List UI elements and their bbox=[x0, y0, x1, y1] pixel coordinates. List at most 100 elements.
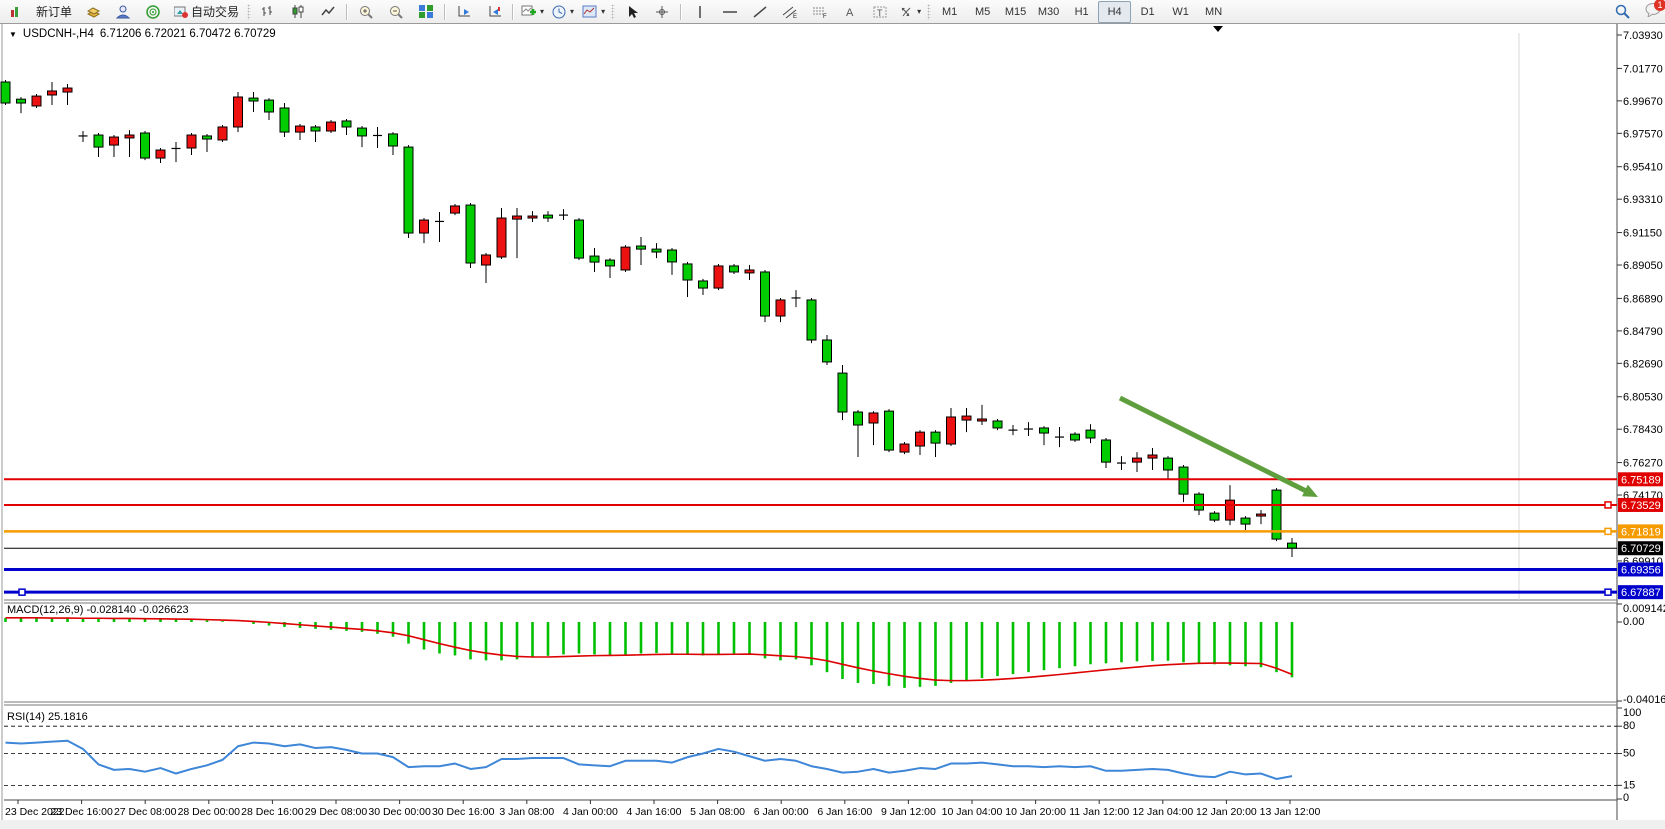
templates-button[interactable]: ▾ bbox=[578, 1, 609, 23]
signals-button[interactable] bbox=[138, 1, 168, 23]
auto-trading-button[interactable]: 自动交易 bbox=[168, 1, 245, 23]
candle-body bbox=[481, 254, 491, 266]
tile-windows-button[interactable] bbox=[411, 1, 441, 23]
crosshair-button[interactable] bbox=[647, 1, 677, 23]
trend-arrow[interactable] bbox=[1118, 395, 1318, 497]
candle-body bbox=[574, 219, 584, 259]
shift-marker-icon[interactable] bbox=[1213, 26, 1223, 32]
line-handle[interactable] bbox=[1604, 588, 1612, 596]
macd-pane[interactable] bbox=[4, 617, 1294, 688]
line-chart-mode-button[interactable] bbox=[313, 1, 343, 23]
macd-signal-line bbox=[5, 617, 1293, 682]
new-chart-icon bbox=[521, 5, 537, 16]
candle-body bbox=[16, 98, 26, 104]
time-tick-label: 28 Dec 16:00 bbox=[241, 806, 304, 818]
new-order-button[interactable]: 新订单 bbox=[30, 1, 78, 23]
channel-icon: E bbox=[782, 6, 797, 19]
horizontal-line-button[interactable] bbox=[715, 1, 745, 23]
candles[interactable] bbox=[0, 79, 1297, 558]
time-tick-label: 11 Jan 12:00 bbox=[1069, 806, 1129, 818]
text-button[interactable]: A bbox=[835, 1, 865, 23]
candle-body bbox=[744, 269, 755, 274]
svg-text:F: F bbox=[823, 14, 827, 19]
periods-button[interactable]: ▾ bbox=[548, 1, 578, 23]
chart-canvas[interactable]: 7.03930 7.01770 6.99670 6.97570 6.95410 6.933… bbox=[0, 24, 1665, 829]
rsi-tick-label: 100 bbox=[1623, 707, 1641, 719]
candle-body bbox=[419, 219, 429, 234]
candle-body bbox=[155, 149, 166, 159]
price-lines[interactable]: 6.75189 6.73529 6.71819 6.70729 6.69356 6.678… bbox=[4, 472, 1663, 600]
chevron-down-icon: ▾ bbox=[570, 7, 575, 16]
toolbar-drag-handle[interactable] bbox=[247, 3, 252, 20]
candle-body bbox=[1271, 489, 1282, 540]
time-tick-label: 6 Jan 00:00 bbox=[754, 806, 809, 818]
gold-stack-icon bbox=[86, 7, 100, 18]
auto-scroll-button[interactable] bbox=[449, 1, 479, 23]
bar-chart-mode-button[interactable] bbox=[253, 1, 283, 23]
candle-body bbox=[977, 418, 987, 422]
timeframe-button-h4[interactable]: H4 bbox=[1098, 0, 1132, 23]
candlestick-mode-button[interactable] bbox=[283, 1, 313, 23]
cursor-button[interactable] bbox=[617, 1, 647, 23]
candle-body bbox=[357, 127, 367, 137]
timeframe-button-w1[interactable]: W1 bbox=[1172, 5, 1189, 18]
price-axis[interactable]: 7.03930 7.01770 6.99670 6.97570 6.95410 6.933… bbox=[1617, 30, 1663, 568]
search-icon bbox=[1615, 4, 1630, 19]
timeframe-button-m15[interactable]: M15 bbox=[1004, 5, 1027, 18]
vertical-line-button[interactable] bbox=[685, 1, 715, 23]
candle-body bbox=[884, 410, 894, 451]
candle-body bbox=[636, 245, 646, 250]
timeframe-button-m30[interactable]: M30 bbox=[1037, 5, 1060, 18]
candle-body bbox=[543, 214, 553, 219]
candle-body bbox=[0, 81, 11, 104]
equidistant-channel-button[interactable]: E bbox=[775, 1, 805, 23]
profile-button[interactable] bbox=[108, 1, 138, 23]
arrows-button[interactable]: ▾ bbox=[895, 1, 925, 23]
time-tick-label: 28 Dec 00:00 bbox=[178, 806, 241, 818]
auto-trading-icon bbox=[174, 6, 189, 18]
trend-arrow-head bbox=[1302, 484, 1318, 497]
price-tick-label: 7.03930 bbox=[1623, 30, 1663, 42]
price-tick-label: 6.86890 bbox=[1623, 293, 1663, 305]
timeframe-button-h1[interactable]: H1 bbox=[1074, 5, 1089, 18]
text-label-button[interactable]: T bbox=[865, 1, 895, 23]
clipped-chart-icon[interactable] bbox=[0, 1, 30, 23]
fibonacci-icon: F bbox=[813, 7, 827, 19]
macd-tick-label: -0.040162 bbox=[1623, 694, 1665, 706]
candle-body bbox=[295, 125, 305, 133]
crosshair-icon bbox=[656, 5, 669, 18]
tile-windows-icon bbox=[419, 5, 434, 18]
search-button[interactable] bbox=[1607, 1, 1637, 23]
new-chart-button[interactable]: ▾ bbox=[517, 1, 548, 23]
chart-shift-button[interactable] bbox=[479, 1, 509, 23]
timeframe-button-m1[interactable]: M1 bbox=[941, 5, 958, 18]
chart-window[interactable]: 7.03930 7.01770 6.99670 6.97570 6.95410 6.933… bbox=[0, 24, 1665, 829]
candle-body bbox=[450, 205, 460, 214]
notifications-button[interactable]: 1 bbox=[1645, 0, 1665, 20]
line-handle[interactable] bbox=[1604, 527, 1612, 536]
toolbar-drag-handle[interactable] bbox=[927, 3, 932, 20]
candle-body bbox=[822, 339, 832, 363]
candle-body bbox=[698, 280, 708, 289]
toolbar-drag-handle[interactable] bbox=[611, 3, 616, 20]
timeframe-button-mn[interactable]: MN bbox=[1205, 5, 1223, 18]
price-line-badge-label: 6.67887 bbox=[1621, 587, 1661, 599]
timeframe-button-m5[interactable]: M5 bbox=[974, 5, 991, 18]
trendline-button[interactable] bbox=[745, 1, 775, 23]
timeframe-button-d1[interactable]: D1 bbox=[1140, 5, 1155, 18]
line-handle[interactable] bbox=[1604, 501, 1612, 509]
candle-body bbox=[1147, 454, 1158, 459]
candle-body bbox=[1240, 517, 1251, 525]
price-line-badge-label: 6.71819 bbox=[1621, 526, 1661, 538]
symbol-marker-icon: ▼ bbox=[9, 29, 17, 39]
zoom-out-button[interactable] bbox=[381, 1, 411, 23]
candle-body bbox=[496, 217, 507, 258]
market-watch-button[interactable] bbox=[78, 1, 108, 23]
fibonacci-button[interactable]: F bbox=[805, 1, 835, 23]
price-tick-label: 6.91150 bbox=[1623, 228, 1662, 240]
line-handle[interactable] bbox=[18, 588, 26, 596]
zoom-in-button[interactable] bbox=[351, 1, 381, 23]
